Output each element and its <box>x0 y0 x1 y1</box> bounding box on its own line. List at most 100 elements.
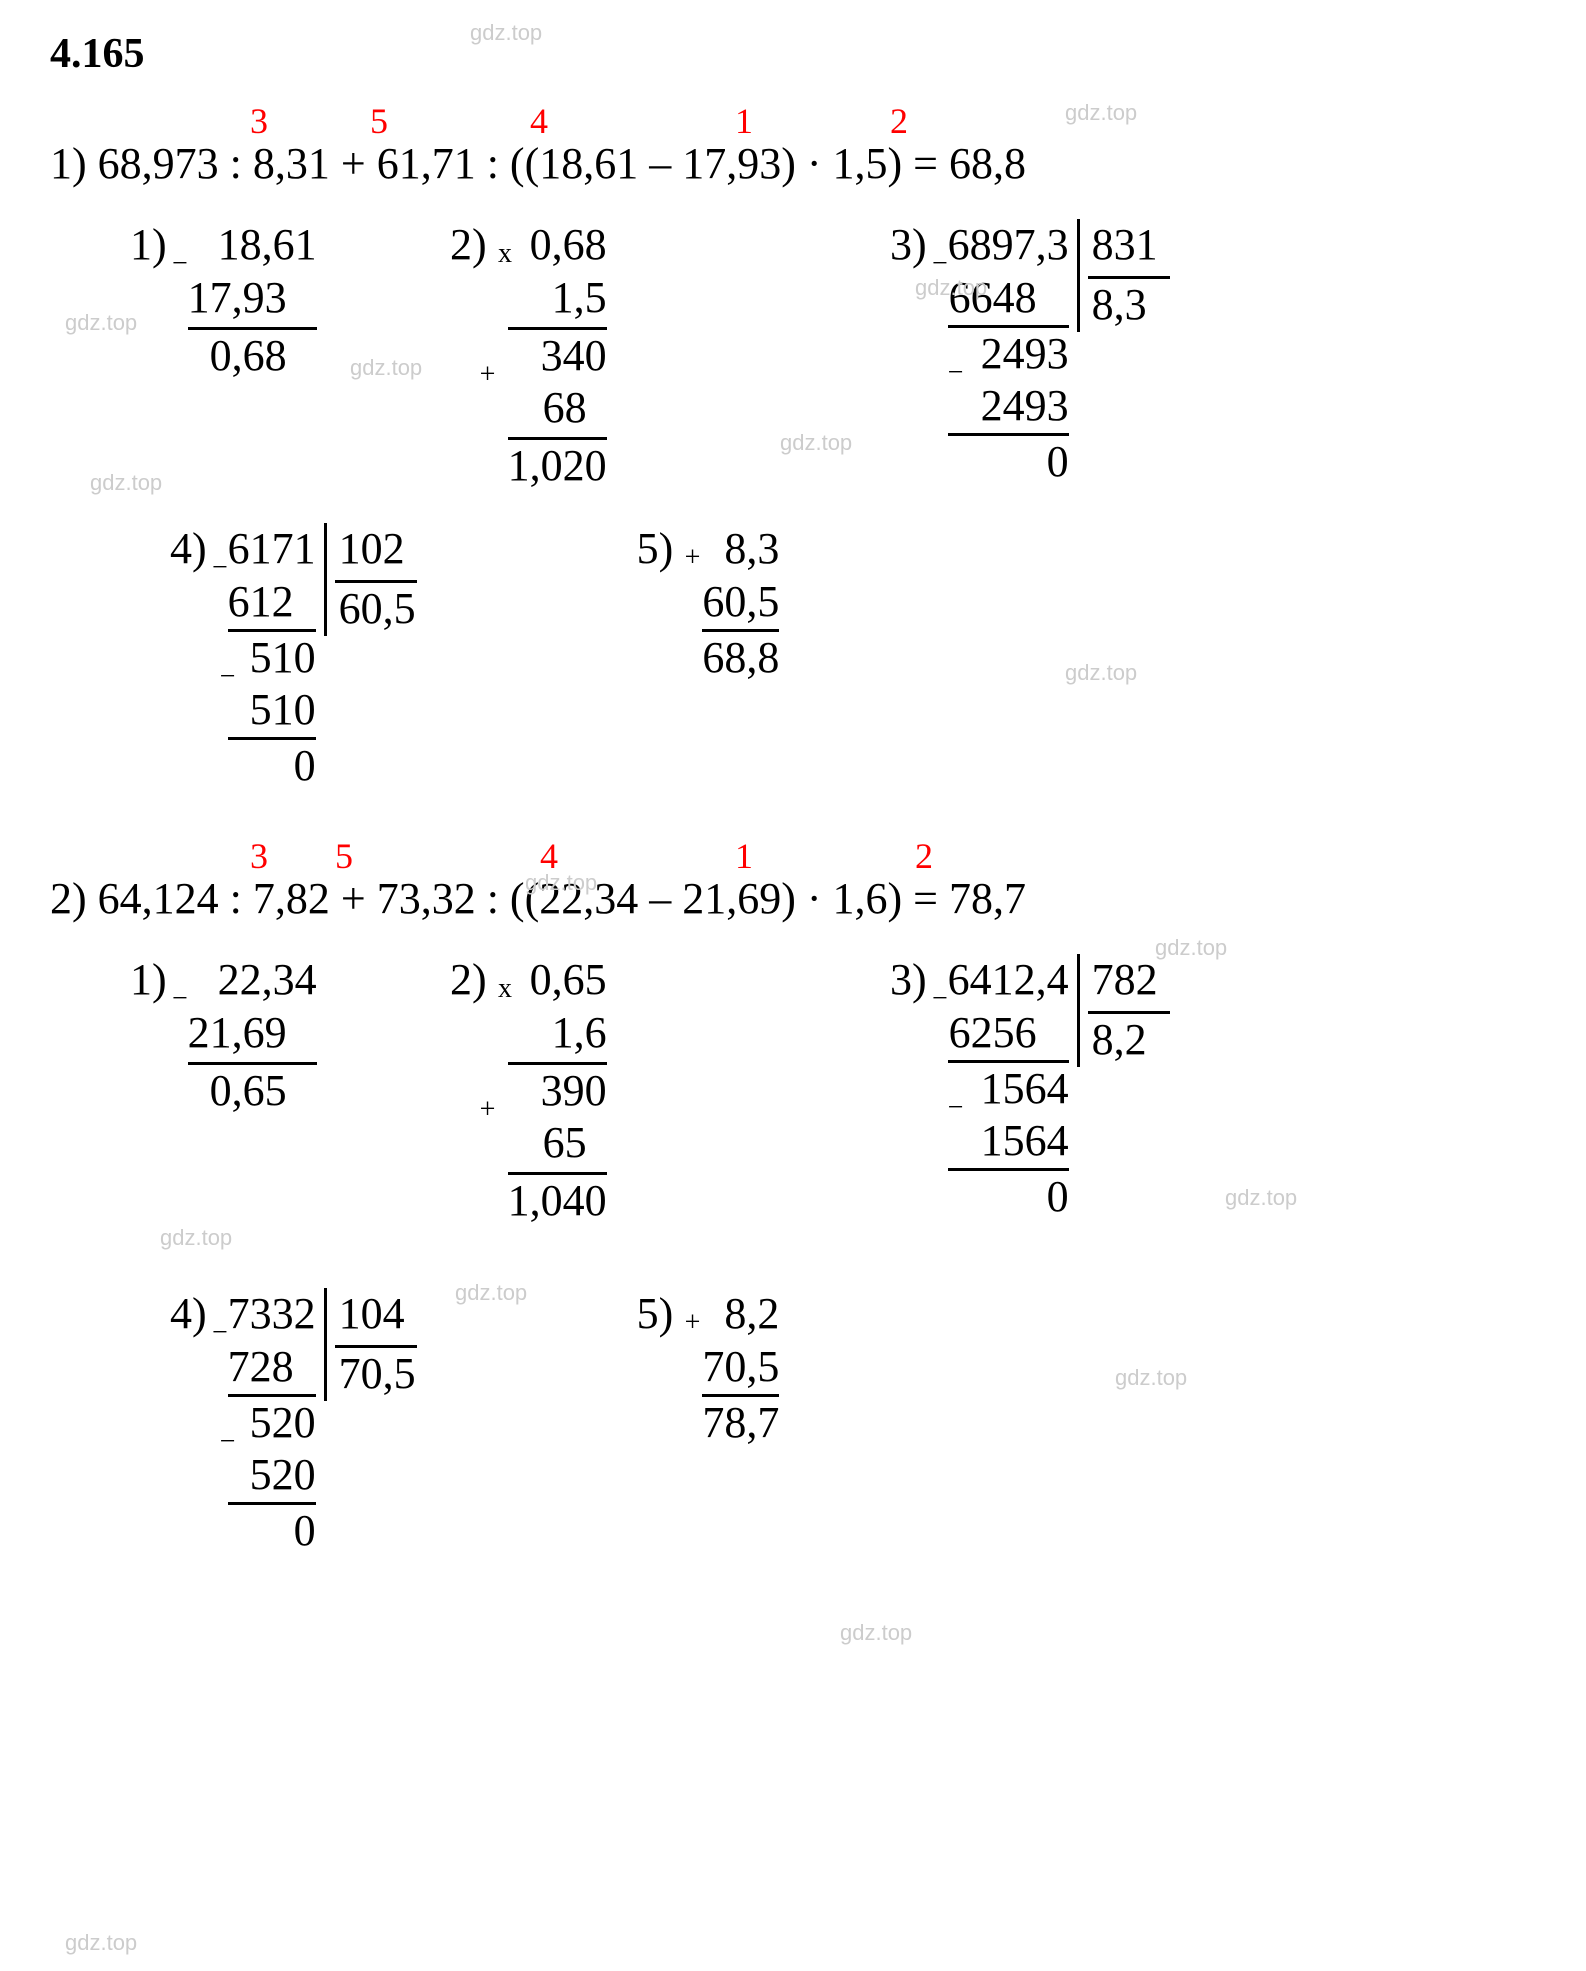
multiplication-step: 2) x 0,65 1,6 + 390 65 1,040 <box>450 954 710 1228</box>
remainder: 1564 <box>948 1063 1069 1116</box>
partial: 68 <box>508 382 607 440</box>
addition-step: 5) + 8,2 70,5 78,7 <box>637 1288 780 1449</box>
step-label: 5) <box>637 524 674 573</box>
subtrahend: 6256 <box>948 1007 1069 1063</box>
dividend: 6897,3 <box>948 219 1069 272</box>
order-label: 2 <box>915 835 933 877</box>
operand: 8,2 <box>702 1288 779 1341</box>
watermark: gdz.top <box>915 275 987 301</box>
minus-op: − <box>948 1091 964 1125</box>
multiplication-step: 2) x 0,68 1,5 + 340 68 1,020 <box>450 219 710 493</box>
equation-1: 3 5 4 1 2 1) 68,973 : 8,31 + 61,71 : ((1… <box>50 138 1536 189</box>
minus-op: − <box>932 982 948 1016</box>
watermark: gdz.top <box>1065 100 1137 126</box>
step-label: 3) <box>890 220 927 269</box>
order-label: 3 <box>250 835 268 877</box>
watermark: gdz.top <box>65 310 137 336</box>
watermark: gdz.top <box>455 1280 527 1306</box>
watermark: gdz.top <box>840 1620 912 1646</box>
step-label: 4) <box>170 524 207 573</box>
subtraction-step: 1) − 22,34 21,69 0,65 <box>130 954 390 1117</box>
divisor: 104 <box>335 1288 417 1348</box>
operand: 1,6 <box>508 1007 607 1065</box>
divisor: 102 <box>335 523 417 583</box>
remainder: 2493 <box>948 328 1069 381</box>
step-label: 3) <box>890 955 927 1004</box>
watermark: gdz.top <box>1115 1365 1187 1391</box>
mult-op: x <box>498 972 512 1006</box>
watermark: gdz.top <box>160 1225 232 1251</box>
remainder: 0 <box>948 436 1069 489</box>
subtrahend: 1564 <box>948 1115 1069 1171</box>
plus-op: + <box>685 1306 701 1340</box>
addition-step: 5) + 8,3 60,5 68,8 <box>637 523 780 684</box>
subtrahend: 510 <box>228 684 316 740</box>
order-label: 3 <box>250 100 268 142</box>
plus-op: + <box>685 541 701 575</box>
plus-op: + <box>480 358 496 392</box>
equation-2: 3 5 4 1 2 2) 64,124 : 7,82 + 73,32 : ((2… <box>50 873 1536 924</box>
minus-op: − <box>172 982 188 1016</box>
order-label: 2 <box>890 100 908 142</box>
operand: 60,5 <box>702 576 779 632</box>
division-step: 4) − 6171 612 − 510 510 0 102 60,5 <box>170 523 417 793</box>
division-step: 4) − 7332 728 − 520 520 0 104 70,5 <box>170 1288 417 1558</box>
watermark: gdz.top <box>1155 935 1227 961</box>
operand: 21,69 <box>188 1007 317 1065</box>
quotient: 70,5 <box>335 1348 417 1401</box>
result: 1,040 <box>508 1175 607 1228</box>
operand: 70,5 <box>702 1341 779 1397</box>
operand: 22,34 <box>188 954 317 1007</box>
remainder: 0 <box>228 740 316 793</box>
subtrahend: 728 <box>228 1341 316 1397</box>
subtrahend: 520 <box>228 1449 316 1505</box>
order-label: 1 <box>735 100 753 142</box>
division-step: 3) − 6897,3 6648 − 2493 2493 0 831 8,3 <box>890 219 1170 489</box>
remainder: 510 <box>228 632 316 685</box>
step-label: 1) <box>130 220 167 269</box>
step-label: 5) <box>637 1289 674 1338</box>
watermark: gdz.top <box>780 430 852 456</box>
quotient: 8,2 <box>1088 1014 1170 1067</box>
mult-op: x <box>498 237 512 271</box>
minus-op: − <box>212 1316 228 1350</box>
order-label: 1 <box>735 835 753 877</box>
minus-op: − <box>948 356 964 390</box>
result: 0,65 <box>188 1065 317 1118</box>
step-label: 2) <box>450 955 487 1004</box>
minus-op: − <box>172 247 188 281</box>
step-label: 2) <box>450 220 487 269</box>
minus-op: − <box>220 1425 236 1459</box>
minus-op: − <box>220 660 236 694</box>
partial: 390 <box>508 1065 607 1118</box>
watermark: gdz.top <box>1065 660 1137 686</box>
watermark: gdz.top <box>1225 1185 1297 1211</box>
partial: 65 <box>508 1117 607 1175</box>
order-label: 5 <box>335 835 353 877</box>
watermark: gdz.top <box>470 20 542 46</box>
step-label: 4) <box>170 1289 207 1338</box>
order-label: 4 <box>530 100 548 142</box>
result: 0,68 <box>188 330 317 383</box>
dividend: 6412,4 <box>948 954 1069 1007</box>
result: 1,020 <box>508 440 607 493</box>
watermark: gdz.top <box>90 470 162 496</box>
order-label: 5 <box>370 100 388 142</box>
dividend: 7332 <box>228 1288 316 1341</box>
remainder: 0 <box>948 1171 1069 1224</box>
operand: 8,3 <box>702 523 779 576</box>
remainder: 520 <box>228 1397 316 1450</box>
division-step: 3) − 6412,4 6256 − 1564 1564 0 782 8,2 <box>890 954 1170 1224</box>
step-label: 1) <box>130 955 167 1004</box>
divisor: 831 <box>1088 219 1170 279</box>
partial: 340 <box>508 330 607 383</box>
operand: 18,61 <box>188 219 317 272</box>
quotient: 8,3 <box>1088 279 1170 332</box>
watermark: gdz.top <box>525 870 597 896</box>
watermark: gdz.top <box>350 355 422 381</box>
quotient: 60,5 <box>335 583 417 636</box>
operand: 0,68 <box>508 219 607 272</box>
subtrahend: 2493 <box>948 380 1069 436</box>
watermark: gdz.top <box>65 1930 137 1956</box>
plus-op: + <box>480 1093 496 1127</box>
